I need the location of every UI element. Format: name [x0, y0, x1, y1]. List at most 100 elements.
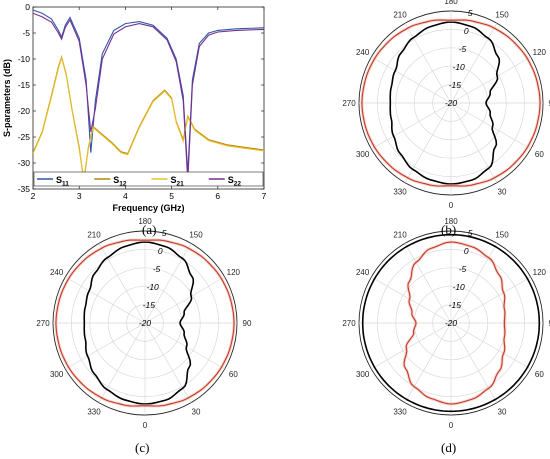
angle-label: 300 [356, 150, 370, 159]
radial-label: -15 [143, 300, 156, 310]
angle-label: 330 [87, 407, 101, 416]
radial-label: 5 [468, 228, 473, 238]
y-tick-label: -25 [18, 132, 31, 142]
radial-label: 0 [158, 246, 163, 256]
y-tick-label: -30 [18, 158, 31, 168]
angle-label: 90 [549, 99, 550, 108]
radial-label: -15 [449, 80, 462, 90]
grid-spoke [450, 23, 498, 104]
series-line-measured [403, 241, 506, 405]
angle-label: 270 [342, 99, 356, 108]
s-parameter-chart: 2 3 4 5 6 7 0 -5 -10 -15 -20 -25 -30 -35 Frequency (GH… [2, 2, 267, 213]
angle-label: 180 [138, 217, 152, 226]
radial-label: 5 [468, 8, 473, 18]
radial-label: 5 [162, 228, 167, 238]
legend-label: S12 [113, 175, 127, 188]
panel-label-b: (b) [441, 222, 457, 237]
series-line-simulated [361, 233, 541, 413]
y-tick-label: -10 [18, 54, 31, 64]
polar-chart-b: 180150120906030033030027024021050-5-10-1… [342, 0, 550, 210]
legend: S11 S12 S21 S22 [33, 171, 264, 188]
y-tick-label: -15 [18, 80, 31, 90]
grid-spoke [450, 56, 531, 104]
y-axis-label: S-parameters (dB) [2, 59, 12, 137]
grid-spoke [371, 322, 452, 370]
radial-label: -20 [445, 98, 458, 108]
radial-label: 0 [464, 26, 469, 36]
radial-label: -20 [445, 318, 458, 328]
angle-label: 120 [227, 268, 241, 277]
angle-label: 60 [535, 370, 544, 379]
y-tick-label: -35 [18, 184, 31, 194]
x-tick-label: 2 [31, 191, 36, 201]
legend-label: S22 [228, 175, 242, 188]
grid-spoke [450, 322, 498, 403]
grid-spoke [65, 276, 146, 324]
x-tick-label: 7 [262, 191, 267, 201]
angle-label: 240 [356, 268, 370, 277]
grid-spoke [371, 102, 452, 150]
y-tick-label: -5 [22, 28, 30, 38]
angle-label: 150 [495, 11, 509, 20]
grid-spoke [144, 322, 192, 403]
grid-spoke [450, 102, 531, 150]
series-line-measured [55, 239, 235, 407]
x-axis-label: Frequency (GHz) [112, 203, 184, 213]
angle-label: 120 [533, 268, 547, 277]
legend-label: S21 [171, 175, 185, 188]
panel-label-d: (d) [441, 440, 457, 455]
grid-spoke [144, 243, 192, 324]
x-tick-label: 6 [215, 191, 220, 201]
angle-label: 0 [449, 421, 454, 430]
angle-label: 30 [192, 407, 201, 416]
angle-label: 30 [498, 187, 507, 196]
legend-box [33, 171, 264, 187]
angle-label: 90 [549, 319, 550, 328]
grid-spoke [404, 243, 452, 324]
x-tick-label: 3 [77, 191, 82, 201]
angle-label: 300 [50, 370, 64, 379]
radial-label: -10 [147, 282, 160, 292]
angle-label: 120 [533, 48, 547, 57]
radial-label: -5 [153, 264, 161, 274]
series-line-s11 [33, 9, 264, 174]
legend-label: S11 [56, 175, 69, 188]
angle-label: 240 [50, 268, 64, 277]
series-line-s22 [33, 12, 264, 182]
grid-spoke [144, 322, 225, 370]
grid-spoke [404, 102, 452, 183]
angle-label: 0 [143, 421, 148, 430]
grid-spoke [371, 56, 452, 104]
radial-label: -15 [449, 300, 462, 310]
angle-label: 240 [356, 48, 370, 57]
radial-label: 0 [464, 246, 469, 256]
series-line-s21 [33, 56, 264, 179]
grid-spoke [404, 23, 452, 104]
angle-label: 210 [393, 11, 407, 20]
angle-label: 60 [229, 370, 238, 379]
grid-spoke [450, 276, 531, 324]
grid-spoke [404, 322, 452, 403]
angle-label: 90 [243, 319, 252, 328]
angle-label: 210 [393, 231, 407, 240]
angle-label: 270 [36, 319, 50, 328]
angle-label: 180 [444, 0, 458, 6]
x-tick-label: 4 [123, 191, 128, 201]
angle-label: 150 [495, 231, 509, 240]
grid-spoke [65, 322, 146, 370]
grid-spoke [450, 322, 531, 370]
angle-label: 270 [342, 319, 356, 328]
angle-label: 150 [189, 231, 203, 240]
grid-spoke [144, 276, 225, 324]
angle-label: 330 [393, 407, 407, 416]
angle-label: 60 [535, 150, 544, 159]
angle-label: 180 [444, 217, 458, 226]
series-line-simulated [389, 21, 501, 185]
grid-spoke [98, 243, 146, 324]
x-tick-label: 5 [169, 191, 174, 201]
angle-label: 30 [498, 407, 507, 416]
series-line-simulated [83, 241, 195, 405]
polar-chart-d: 180150120906030033030027024021050-5-10-1… [342, 217, 550, 430]
